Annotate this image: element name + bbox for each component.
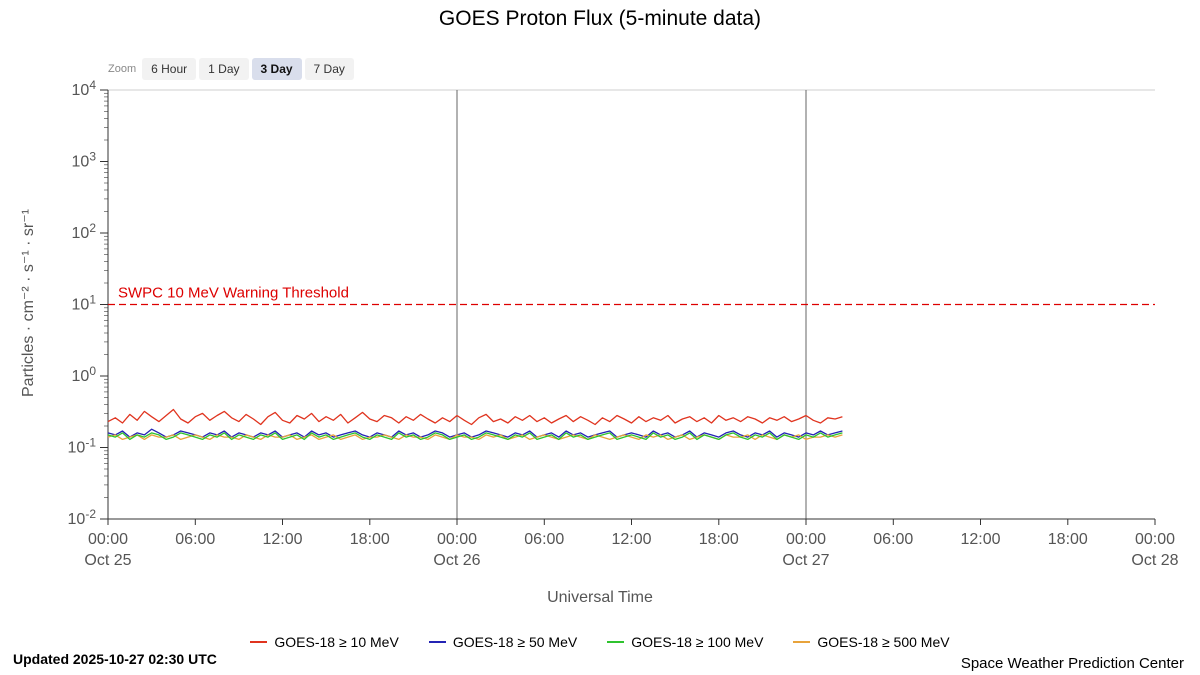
legend-label: GOES-18 ≥ 500 MeV (817, 634, 950, 650)
series-line-2 (107, 432, 843, 441)
x-tick-label: 06:00 (175, 531, 215, 548)
x-tick-label: 12:00 (262, 531, 302, 548)
y-tick-label: 102 (72, 221, 97, 242)
updated-timestamp: Updated 2025-10-27 02:30 UTC (13, 651, 217, 667)
y-tick-label: 103 (72, 150, 97, 171)
legend-swatch (428, 641, 446, 643)
x-tick-label: 18:00 (699, 531, 739, 548)
zoom-bar: Zoom 6 Hour 1 Day 3 Day 7 Day (108, 58, 354, 80)
x-date-label: Oct 27 (782, 552, 829, 569)
legend-item[interactable]: GOES-18 ≥ 500 MeV (793, 634, 950, 650)
x-tick-label: 00:00 (1135, 531, 1175, 548)
zoom-7day-button[interactable]: 7 Day (304, 58, 354, 80)
x-tick-label: 06:00 (873, 531, 913, 548)
x-tick-label: 00:00 (437, 531, 477, 548)
legend: GOES-18 ≥ 10 MeV GOES-18 ≥ 50 MeV GOES-18 … (0, 634, 1200, 650)
legend-item[interactable]: GOES-18 ≥ 10 MeV (250, 634, 399, 650)
y-tick-label: 10-1 (68, 436, 97, 457)
y-tick-label: 100 (72, 364, 97, 385)
legend-label: GOES-18 ≥ 50 MeV (452, 634, 578, 650)
zoom-1day-button[interactable]: 1 Day (199, 58, 249, 80)
series-line-0 (107, 408, 843, 426)
legend-item[interactable]: GOES-18 ≥ 100 MeV (607, 634, 763, 650)
x-tick-label: 00:00 (786, 531, 826, 548)
x-tick-label: 06:00 (524, 531, 564, 548)
x-tick-label: 18:00 (350, 531, 390, 548)
x-date-label: Oct 28 (1131, 552, 1178, 569)
legend-label: GOES-18 ≥ 100 MeV (631, 634, 764, 650)
x-axis-label: Universal Time (547, 589, 653, 606)
legend-label: GOES-18 ≥ 10 MeV (274, 634, 399, 650)
x-tick-label: 12:00 (611, 531, 651, 548)
series-line-1 (107, 428, 843, 438)
y-axis-label: Particles · cm⁻² · s⁻¹ · sr⁻¹ (20, 209, 37, 397)
y-tick-label: 10-2 (68, 507, 97, 528)
warning-threshold-label: SWPC 10 MeV Warning Threshold (118, 285, 349, 302)
x-tick-label: 00:00 (88, 531, 128, 548)
legend-swatch (250, 641, 268, 643)
x-tick-label: 12:00 (960, 531, 1000, 548)
x-date-label: Oct 26 (433, 552, 480, 569)
legend-item[interactable]: GOES-18 ≥ 50 MeV (428, 634, 578, 650)
legend-swatch (793, 641, 811, 643)
page-title: GOES Proton Flux (5-minute data) (438, 7, 762, 30)
x-tick-label: 18:00 (1048, 531, 1088, 548)
legend-swatch (607, 641, 625, 643)
zoom-label: Zoom (108, 63, 137, 75)
y-tick-label: 104 (72, 78, 97, 99)
zoom-3day-button[interactable]: 3 Day (251, 58, 302, 80)
x-date-label: Oct 25 (84, 552, 131, 569)
y-tick-label: 101 (72, 293, 97, 314)
zoom-6hour-button[interactable]: 6 Hour (142, 58, 197, 80)
credit-text: Space Weather Prediction Center (960, 655, 1184, 672)
